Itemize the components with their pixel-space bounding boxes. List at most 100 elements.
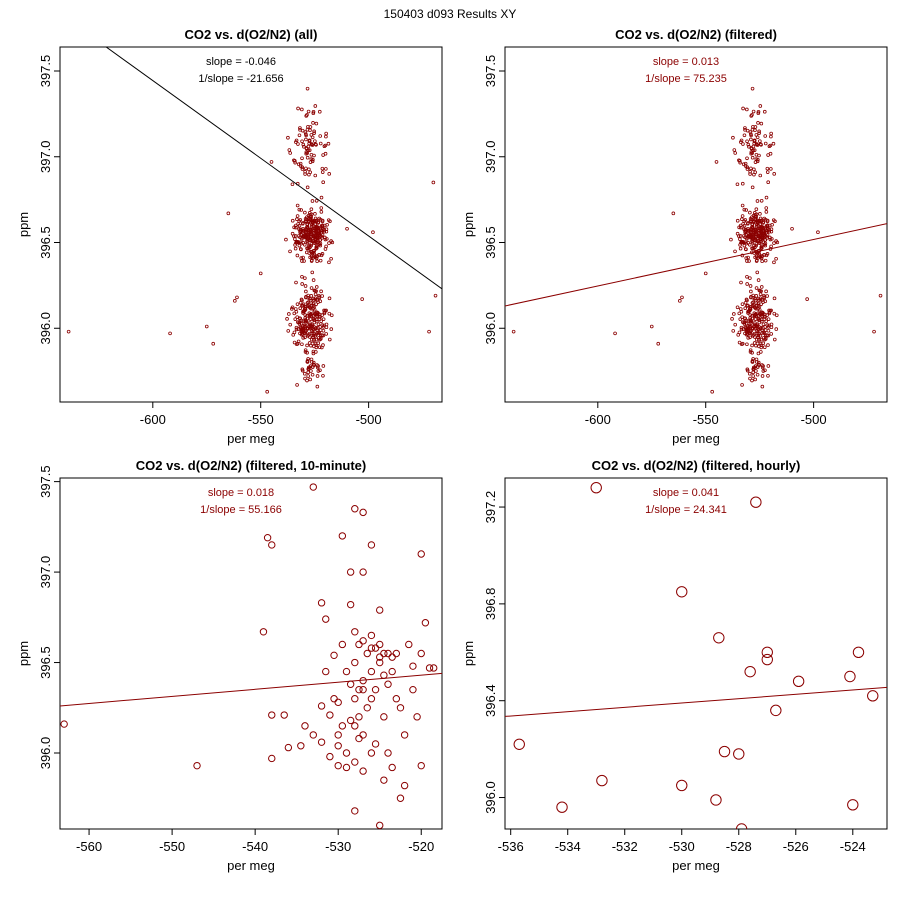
data-point — [310, 199, 315, 203]
x-tick-label: -550 — [159, 839, 185, 854]
y-axis-label: ppm — [16, 212, 31, 237]
panel-title: CO2 vs. d(O2/N2) (filtered) — [615, 27, 777, 42]
data-point — [749, 150, 754, 154]
data-point — [765, 223, 770, 228]
data-point — [297, 219, 301, 223]
data-point — [355, 713, 363, 721]
data-point — [300, 165, 305, 170]
data-point — [714, 160, 719, 164]
data-point — [346, 716, 355, 725]
data-point — [300, 128, 305, 133]
data-point — [306, 295, 310, 300]
data-point — [317, 253, 321, 257]
data-point — [313, 292, 318, 297]
data-point — [417, 649, 425, 658]
data-point — [396, 794, 405, 802]
data-point — [334, 698, 342, 707]
data-point — [764, 195, 769, 200]
data-point — [295, 214, 300, 218]
data-point — [376, 606, 384, 614]
data-point — [311, 121, 315, 125]
data-point — [312, 131, 316, 135]
data-point — [769, 131, 773, 136]
data-point — [318, 258, 323, 263]
data-point — [168, 331, 172, 336]
data-point — [315, 310, 319, 315]
data-point — [319, 195, 324, 200]
data-point — [351, 807, 359, 815]
data-point — [770, 704, 782, 717]
data-point — [433, 293, 438, 298]
data-point — [710, 794, 722, 806]
data-point — [755, 199, 760, 203]
data-point — [765, 252, 770, 256]
data-point — [745, 167, 750, 171]
data-point — [312, 288, 317, 293]
data-point — [317, 702, 326, 710]
data-point — [320, 294, 324, 298]
data-point — [743, 235, 747, 240]
data-point — [744, 297, 749, 302]
data-point — [269, 160, 274, 164]
data-point — [304, 137, 308, 142]
data-point — [750, 378, 754, 383]
data-point — [305, 304, 310, 308]
data-point — [742, 316, 747, 320]
data-point — [753, 321, 757, 325]
data-point — [315, 259, 319, 263]
data-point — [768, 143, 773, 148]
data-point — [311, 303, 316, 308]
data-point — [298, 235, 302, 240]
data-point — [743, 161, 748, 166]
data-point — [312, 338, 316, 342]
data-point — [314, 121, 319, 126]
data-point — [766, 317, 771, 321]
data-point — [310, 365, 315, 369]
data-point — [744, 665, 756, 678]
y-tick-label: 396.0 — [38, 312, 53, 345]
data-point — [747, 259, 751, 263]
data-point — [748, 169, 752, 174]
data-point — [760, 312, 765, 316]
data-point — [310, 372, 315, 377]
data-point — [735, 823, 748, 829]
data-point — [752, 139, 757, 143]
data-point — [304, 133, 308, 138]
data-point — [759, 345, 764, 350]
data-point — [301, 722, 309, 730]
data-point — [320, 313, 324, 317]
data-point — [296, 162, 301, 167]
data-point — [308, 216, 313, 221]
data-point — [305, 226, 310, 230]
data-point — [320, 252, 325, 256]
data-point — [392, 649, 401, 658]
data-point — [751, 213, 756, 218]
data-point — [763, 134, 768, 138]
data-point — [774, 313, 779, 318]
data-point — [748, 331, 753, 335]
data-point — [753, 160, 758, 164]
panel-1: CO2 vs. d(O2/N2) (all) -600 -550 -500 396.0 3… — [16, 27, 443, 446]
data-point — [292, 225, 296, 230]
data-point — [766, 343, 770, 347]
data-point — [746, 303, 750, 308]
data-point — [388, 763, 396, 772]
data-point — [752, 238, 756, 243]
data-point — [329, 327, 334, 331]
data-point — [867, 690, 879, 702]
data-point — [303, 307, 308, 312]
data-point — [314, 199, 319, 203]
data-point — [747, 144, 751, 149]
data-point — [324, 332, 329, 336]
data-point — [740, 217, 744, 222]
data-point — [306, 374, 310, 378]
data-point — [309, 242, 314, 246]
data-point — [678, 299, 682, 303]
data-point — [758, 292, 763, 297]
data-point — [323, 143, 328, 148]
data-point — [310, 135, 315, 140]
data-point — [288, 322, 293, 327]
data-point — [755, 365, 760, 369]
data-point — [311, 157, 315, 162]
data-point — [763, 315, 767, 319]
